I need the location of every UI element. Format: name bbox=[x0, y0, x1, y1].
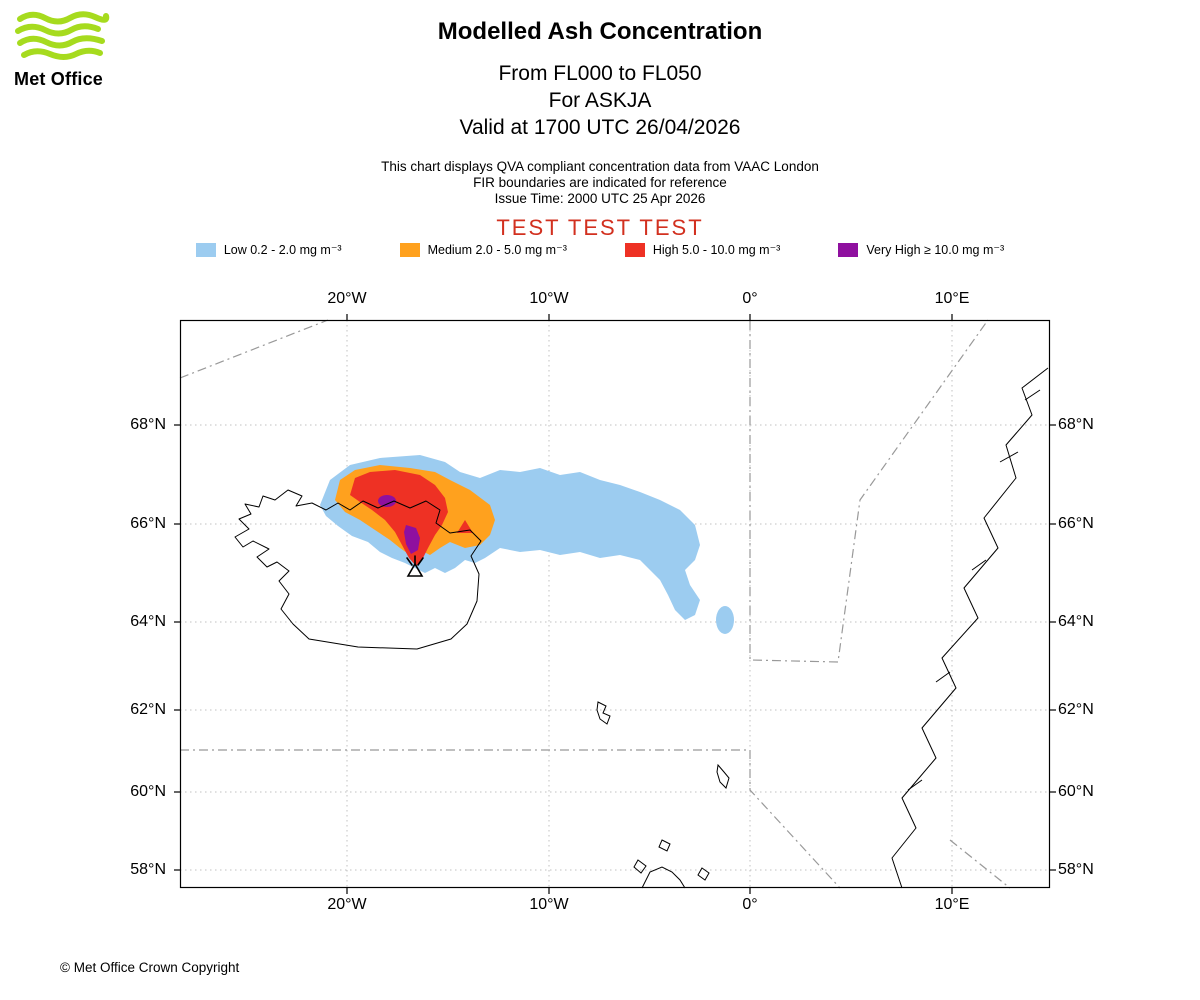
legend-item-very-high: Very High ≥ 10.0 mg m⁻³ bbox=[838, 242, 1004, 257]
lon-label-bottom-20w: 20°W bbox=[327, 896, 367, 913]
lon-label-bottom-10w: 10°W bbox=[529, 896, 569, 913]
coastline-norway bbox=[891, 367, 1049, 889]
lon-label-top-20w: 20°W bbox=[327, 290, 367, 307]
coastline-scotland bbox=[633, 839, 710, 889]
copyright-notice: © Met Office Crown Copyright bbox=[60, 960, 240, 975]
coastline-faroe-islands bbox=[596, 701, 611, 725]
lat-label-left-68n: 68°N bbox=[130, 416, 166, 433]
fir-boundaries bbox=[179, 319, 1011, 889]
test-banner: TEST TEST TEST bbox=[496, 215, 704, 240]
ash-polygon-low-detached bbox=[716, 606, 734, 634]
lat-label-right-64n: 64°N bbox=[1058, 613, 1094, 630]
legend-swatch-very-high-icon bbox=[838, 242, 859, 257]
legend-item-low: Low 0.2 - 2.0 mg m⁻³ bbox=[195, 242, 342, 257]
lon-label-top-10w: 10°W bbox=[529, 290, 569, 307]
lat-label-right-62n: 62°N bbox=[1058, 701, 1094, 718]
legend-label-very-high: Very High ≥ 10.0 mg m⁻³ bbox=[866, 243, 1005, 257]
subtitle-volcano: For ASKJA bbox=[548, 89, 652, 112]
legend-swatch-low-icon bbox=[195, 242, 216, 257]
axis-tick-marks bbox=[174, 314, 1056, 894]
legend-label-high: High 5.0 - 10.0 mg m⁻³ bbox=[652, 243, 781, 257]
legend-item-high: High 5.0 - 10.0 mg m⁻³ bbox=[624, 242, 781, 257]
lat-label-left-66n: 66°N bbox=[130, 515, 166, 532]
subtitle-flight-levels: From FL000 to FL050 bbox=[498, 62, 702, 85]
info-line-fir: FIR boundaries are indicated for referen… bbox=[473, 175, 727, 190]
lat-label-left-62n: 62°N bbox=[130, 701, 166, 718]
map-border bbox=[179, 319, 1051, 889]
lat-label-right-58n: 58°N bbox=[1058, 861, 1094, 878]
legend-label-medium: Medium 2.0 - 5.0 mg m⁻³ bbox=[427, 243, 567, 257]
page-title: Modelled Ash Concentration bbox=[437, 18, 763, 45]
coastline-shetland bbox=[716, 763, 730, 789]
lat-label-left-58n: 58°N bbox=[130, 861, 166, 878]
met-office-logo: Met Office bbox=[14, 10, 124, 90]
lat-label-right-60n: 60°N bbox=[1058, 783, 1094, 800]
legend-item-medium: Medium 2.0 - 5.0 mg m⁻³ bbox=[399, 242, 567, 257]
lon-label-bottom-0: 0° bbox=[742, 896, 758, 913]
legend: Low 0.2 - 2.0 mg m⁻³ Medium 2.0 - 5.0 mg… bbox=[0, 242, 1200, 257]
coastline-iceland bbox=[234, 489, 482, 650]
lon-label-top-10e: 10°E bbox=[934, 290, 970, 307]
logo-text: Met Office bbox=[14, 69, 104, 89]
lat-label-left-60n: 60°N bbox=[130, 783, 166, 800]
graticule-gridlines bbox=[180, 320, 1050, 888]
subtitle-valid-time: Valid at 1700 UTC 26/04/2026 bbox=[459, 116, 741, 139]
lat-label-right-66n: 66°N bbox=[1058, 515, 1094, 532]
legend-label-low: Low 0.2 - 2.0 mg m⁻³ bbox=[223, 243, 342, 257]
lat-label-right-68n: 68°N bbox=[1058, 416, 1094, 433]
ash-concentration-map bbox=[174, 314, 1056, 894]
info-line-qva: This chart displays QVA compliant concen… bbox=[381, 159, 819, 174]
lon-label-top-0: 0° bbox=[742, 290, 758, 307]
lat-label-left-64n: 64°N bbox=[130, 613, 166, 630]
legend-swatch-high-icon bbox=[624, 242, 645, 257]
ash-polygon-very-high bbox=[378, 495, 420, 554]
lon-label-bottom-10e: 10°E bbox=[934, 896, 970, 913]
volcano-marker-askja bbox=[406, 555, 424, 577]
legend-swatch-medium-icon bbox=[399, 242, 420, 257]
info-line-issue-time: Issue Time: 2000 UTC 25 Apr 2026 bbox=[494, 191, 706, 206]
logo-waves-icon bbox=[15, 11, 110, 60]
ash-polygon-high bbox=[350, 470, 448, 566]
